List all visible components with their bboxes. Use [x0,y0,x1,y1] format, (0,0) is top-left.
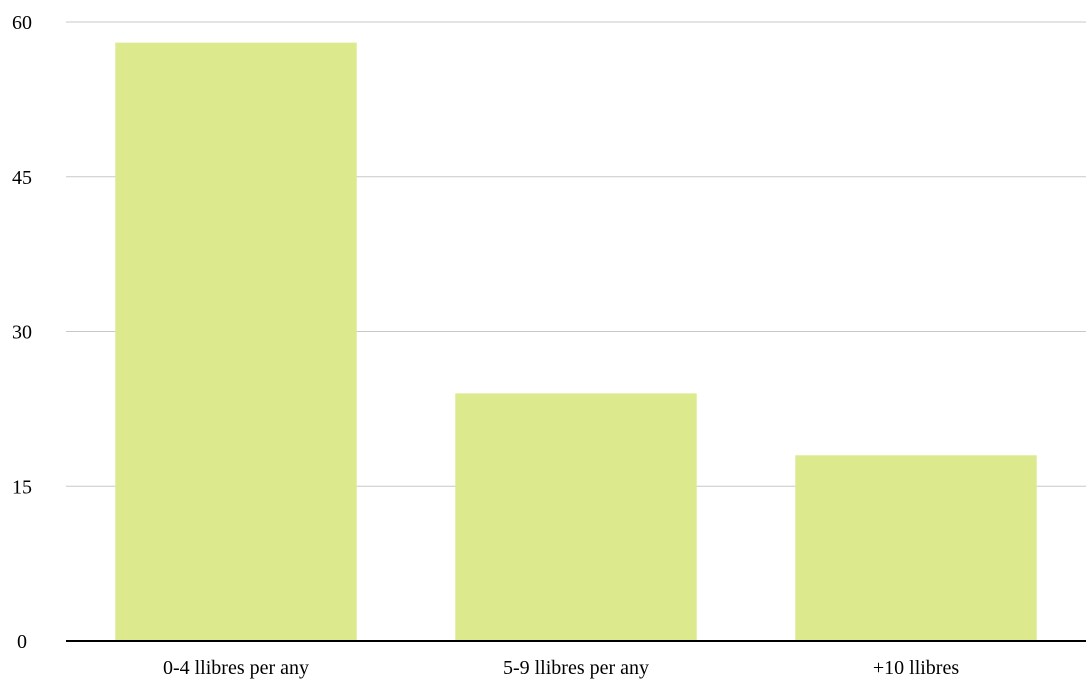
y-tick-label: 60 [12,12,32,34]
y-tick-label: 30 [12,322,32,344]
bar [115,42,357,641]
y-tick-label: 0 [17,631,27,653]
y-tick-label: 15 [12,476,32,498]
x-tick-label: 0-4 llibres per any [163,657,309,679]
x-tick-label: 5-9 llibres per any [503,657,649,679]
x-axis-tick-labels: 0-4 llibres per any 5-9 llibres per any +1… [163,657,959,679]
x-tick-label: +10 llibres [873,657,959,679]
y-axis-tick-labels: 0 15 30 45 60 [12,12,32,653]
bar [455,393,697,641]
y-tick-label: 45 [12,167,32,189]
bar [795,455,1037,641]
bars [115,42,1037,641]
